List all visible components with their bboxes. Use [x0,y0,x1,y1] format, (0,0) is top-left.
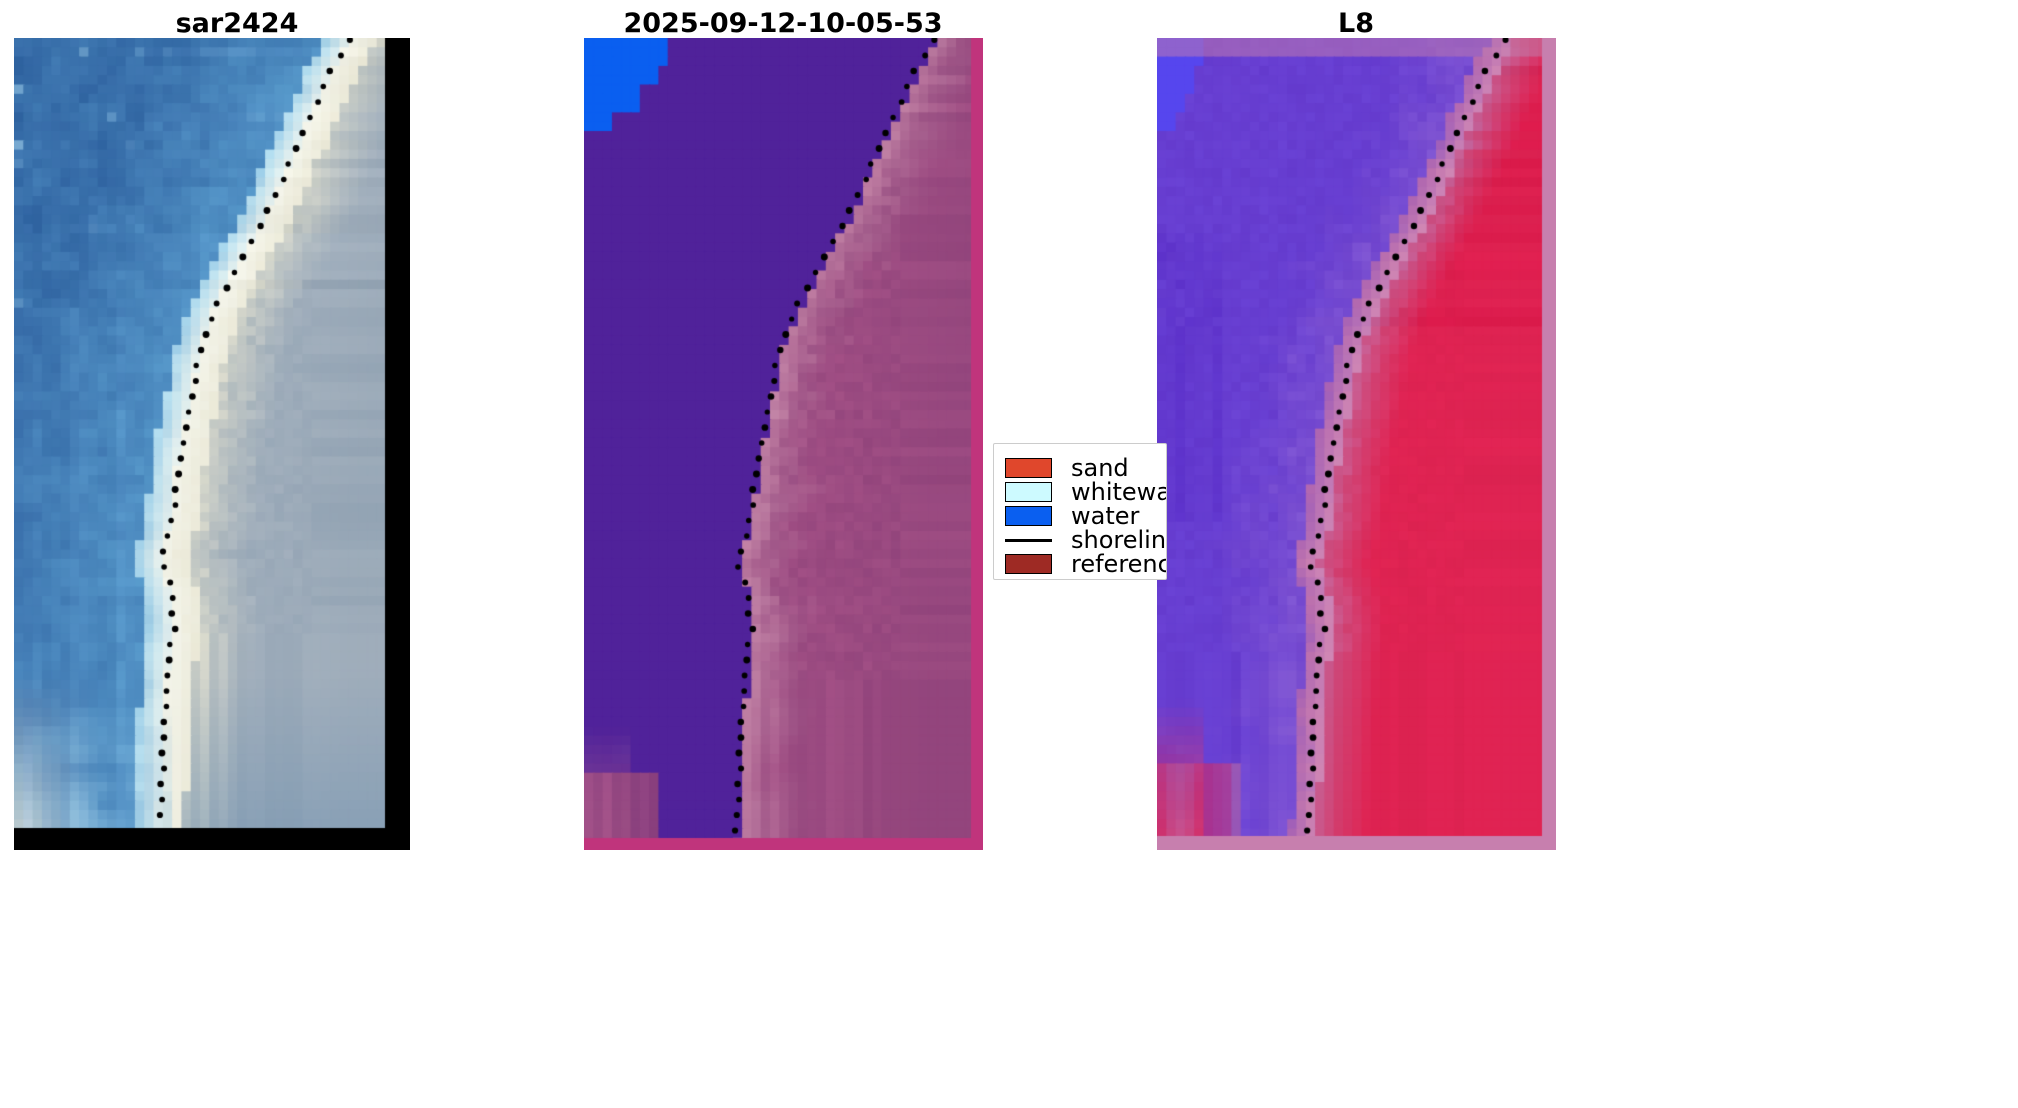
legend-item-sand[interactable]: sand [1005,453,1129,483]
panel-classified[interactable] [584,38,983,850]
legend-swatch-sand [1005,458,1052,478]
panel-sar2424[interactable] [14,38,410,850]
raster-classified [584,38,983,850]
legend-label-whitewater: whitewater [1071,478,1166,506]
legend-label-shoreline: shoreline [1071,526,1167,554]
legend-label-reference-shoreline: reference shoreline [1071,550,1166,578]
legend-item-water[interactable]: water [1005,501,1139,531]
legend-line-shoreline [1005,538,1052,542]
legend-label-sand: sand [1071,454,1129,482]
panel-title-date: 2025-09-12-10-05-53 [623,8,943,39]
legend-swatch-water [1005,506,1052,526]
legend-item-whitewater[interactable]: whitewater [1005,477,1166,507]
legend-item-reference-shoreline[interactable]: reference shoreline [1005,549,1166,579]
legend: sand whitewater water shoreline referenc… [993,443,1167,580]
legend-item-shoreline[interactable]: shoreline [1005,525,1167,555]
panel-title-sar: sar2424 [175,8,299,39]
panel-l8[interactable] [1157,38,1556,850]
panel-title-l8: L8 [1338,8,1374,39]
legend-swatch-whitewater [1005,482,1052,502]
raster-l8 [1157,38,1556,850]
legend-label-water: water [1071,502,1140,530]
legend-swatch-reference-shoreline [1005,554,1052,574]
raster-sar2424 [14,38,410,850]
